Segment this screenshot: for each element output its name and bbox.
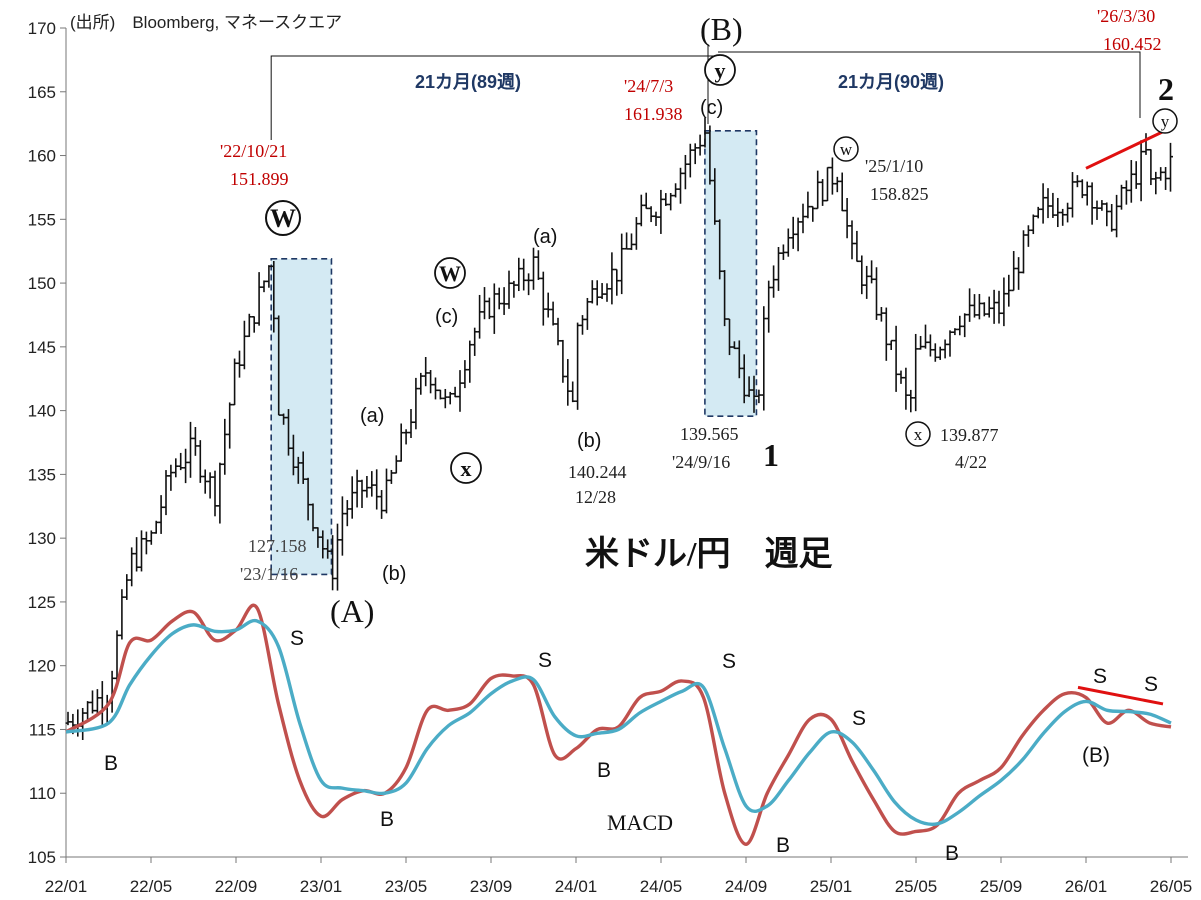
peak-2022-date: '22/10/21	[220, 141, 287, 161]
macd-wave-B-label: (B)	[1082, 744, 1110, 767]
peak-2024-date: '24/7/3	[624, 76, 673, 96]
x-tick-label: 25/01	[810, 877, 853, 896]
sell-signal-5: S	[1093, 665, 1107, 688]
circled-y-label-2024: y	[704, 54, 736, 86]
x-tick-label: 26/01	[1065, 877, 1108, 896]
peak-2026-date: '26/3/30	[1097, 6, 1155, 26]
x-tick-label: 25/05	[895, 877, 938, 896]
wave-box-2	[704, 130, 758, 417]
macd-line-macd	[65, 603, 1172, 846]
y-tick-label: 145	[28, 338, 56, 357]
x-tick-label: 24/09	[725, 877, 768, 896]
x-tick-label: 22/05	[130, 877, 173, 896]
low-2024-date: '24/9/16	[672, 452, 730, 472]
svg-text:x: x	[914, 425, 923, 444]
span-label-right: 21カ月(90週)	[838, 72, 944, 92]
y-tick-label: 160	[28, 147, 56, 166]
y-tick-label: 150	[28, 274, 56, 293]
wave-a-2023: (a)	[360, 405, 384, 427]
wave-c-2024: (c)	[700, 97, 723, 119]
wave-2-label: 2	[1158, 71, 1174, 107]
y-tick-label: 170	[28, 19, 56, 38]
wave-B-label: (B)	[700, 11, 743, 47]
y-tick-label: 140	[28, 402, 56, 421]
span-guide-left	[270, 55, 718, 140]
x-tick-label: 24/05	[640, 877, 683, 896]
x-tick-label: 23/05	[385, 877, 428, 896]
circled-w-label-2025: w	[833, 136, 859, 162]
x-tick-label: 23/09	[470, 877, 513, 896]
x-tick-label: 23/01	[300, 877, 343, 896]
low-2025-date: 4/22	[955, 452, 987, 472]
low-2023dec-date: 12/28	[575, 487, 616, 507]
peak-2025-date: '25/1/10	[865, 156, 923, 176]
low-2024-value: 139.565	[680, 424, 739, 444]
sell-signal-6: S	[1144, 673, 1158, 696]
wave-1-label: 1	[763, 437, 779, 473]
source-note: (出所) Bloomberg, マネースクエア	[70, 13, 342, 32]
peak-2024-value: 161.938	[624, 104, 683, 124]
macd-label: MACD	[607, 810, 673, 835]
y-tick-label: 110	[29, 784, 56, 803]
buy-signal-4: B	[776, 834, 790, 857]
y-tick-label: 155	[28, 210, 56, 229]
trend-line-macd	[1077, 685, 1164, 706]
low-2025-value: 139.877	[940, 425, 999, 445]
buy-signal-5: B	[945, 842, 959, 865]
wave-a-2024: (a)	[533, 226, 557, 248]
macd-series	[65, 603, 1172, 846]
buy-signal-3: B	[597, 759, 611, 782]
trend-line-price	[1085, 128, 1168, 170]
low-2023-value: 127.158	[248, 536, 307, 556]
sell-signal-4: S	[852, 707, 866, 730]
y-tick-label: 105	[28, 848, 56, 867]
svg-text:W: W	[439, 261, 461, 286]
low-2023-date: '23/1/16	[240, 564, 298, 584]
sell-signal-3: S	[722, 650, 736, 673]
peak-2022-value: 151.899	[230, 169, 289, 189]
sell-signal-1: S	[290, 627, 304, 650]
x-tick-label: 26/05	[1150, 877, 1193, 896]
circled-W-label: W	[265, 200, 301, 236]
svg-text:W: W	[270, 204, 296, 233]
svg-text:y: y	[1161, 112, 1170, 131]
y-tick-label: 115	[29, 720, 56, 739]
circled-x-label-2023: x	[450, 452, 482, 484]
sell-signal-2: S	[538, 649, 552, 672]
circled-x-label-2025: x	[905, 421, 931, 447]
x-tick-label: 24/01	[555, 877, 598, 896]
wave-guides	[270, 44, 1168, 706]
macd-line-signal	[65, 618, 1172, 826]
low-2023dec-value: 140.244	[568, 462, 627, 482]
wave-c-2023: (c)	[435, 306, 458, 328]
y-tick-label: 130	[28, 529, 56, 548]
svg-text:y: y	[715, 58, 726, 83]
y-tick-label: 125	[28, 593, 56, 612]
chart-title: 米ドル/円 週足	[585, 535, 832, 573]
wave-box-1	[270, 258, 333, 576]
price-series	[65, 117, 1173, 741]
circled-w-label-2023: W	[434, 257, 466, 289]
wave-b-2024: (b)	[577, 430, 601, 452]
circled-y-label-2026: y	[1152, 108, 1178, 134]
wave-boxes	[270, 130, 758, 576]
span-label-left: 21カ月(89週)	[415, 72, 521, 92]
y-tick-label: 135	[28, 465, 56, 484]
peak-2025-value: 158.825	[870, 184, 929, 204]
buy-signal-1: B	[104, 752, 118, 775]
wave-b-2023: (b)	[382, 563, 406, 585]
x-tick-label: 25/09	[980, 877, 1023, 896]
span-guide-right	[718, 51, 1141, 118]
y-tick-label: 120	[28, 657, 56, 676]
peak-2026-value: 160.452	[1103, 34, 1162, 54]
y-tick-label: 165	[28, 83, 56, 102]
axes: 105 110 115 120 125 130 135 140 145 150 155 160 165 1…	[28, 19, 1193, 896]
wave-A-label: (A)	[330, 593, 374, 629]
buy-signal-2: B	[380, 808, 394, 831]
svg-text:x: x	[461, 456, 472, 481]
x-tick-label: 22/01	[45, 877, 88, 896]
svg-text:w: w	[840, 140, 853, 159]
x-tick-label: 22/09	[215, 877, 258, 896]
